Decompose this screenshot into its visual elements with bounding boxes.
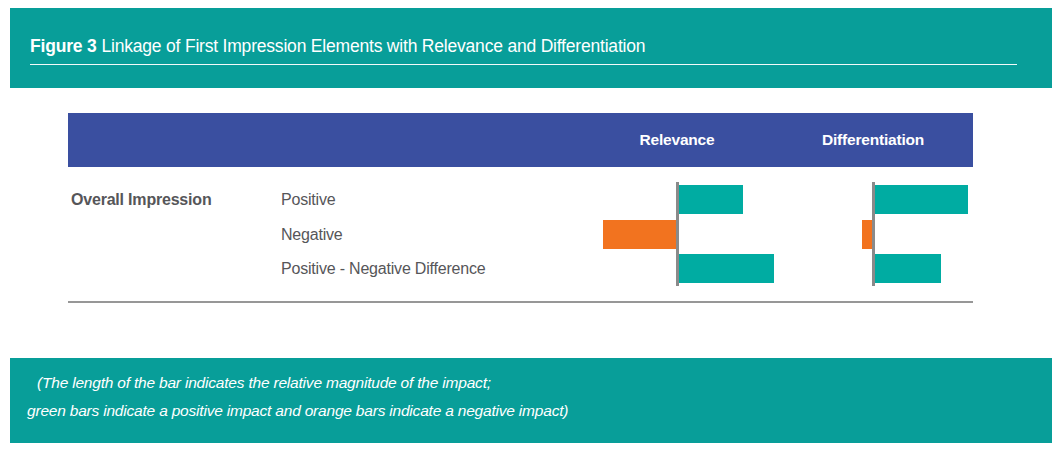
bar-relevance-negative [603,220,676,249]
table-bottom-rule [68,301,973,303]
row-group-label: Overall Impression [71,191,211,209]
bar-differentiation-negative [862,220,872,249]
figure-label: Figure 3 [30,36,96,56]
footnote-band: (The length of the bar indicates the rel… [10,358,1052,443]
bar-relevance-positive [679,185,743,214]
figure-title: Figure 3Linkage of First Impression Elem… [30,36,645,57]
footnote-line-1: (The length of the bar indicates the rel… [37,374,491,392]
bar-differentiation-positive [875,185,968,214]
row-label-positive: Positive [281,191,335,209]
header-divider-line [30,64,1017,65]
figure-header-band: Figure 3Linkage of First Impression Elem… [10,8,1052,88]
row-label-negative: Negative [281,226,343,244]
bar-relevance-positive-negative-difference [679,254,774,283]
column-header-relevance: Relevance [640,131,715,149]
row-label-difference: Positive - Negative Difference [281,260,485,278]
bar-differentiation-positive-negative-difference [875,254,941,283]
footnote-line-2: green bars indicate a positive impact an… [27,402,568,420]
figure-page: Figure 3Linkage of First Impression Elem… [0,0,1052,450]
column-header-band: Relevance Differentiation [68,113,973,167]
column-header-differentiation: Differentiation [822,131,924,149]
figure-title-text: Linkage of First Impression Elements wit… [101,36,645,56]
